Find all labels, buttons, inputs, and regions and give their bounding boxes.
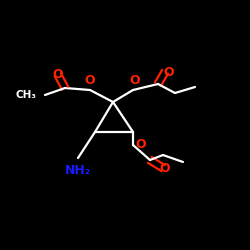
Text: O: O	[53, 68, 63, 82]
Text: O: O	[130, 74, 140, 86]
Text: O: O	[164, 66, 174, 78]
Text: NH₂: NH₂	[65, 164, 91, 176]
Text: O: O	[160, 162, 170, 174]
Text: O: O	[85, 74, 95, 86]
Text: CH₃: CH₃	[16, 90, 37, 100]
Text: O: O	[136, 138, 146, 151]
